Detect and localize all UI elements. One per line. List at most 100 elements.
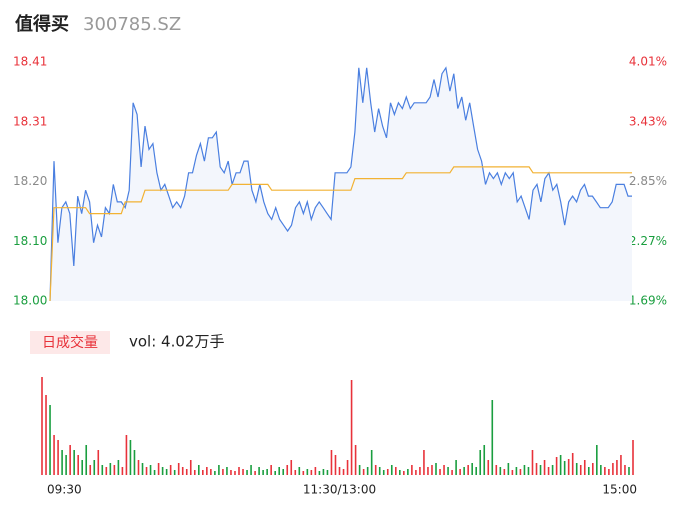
- volume-bar: [214, 471, 216, 475]
- volume-bar: [181, 467, 184, 475]
- volume-label: 日成交量: [42, 334, 98, 351]
- volume-bar: [53, 435, 55, 475]
- volume-bar: [202, 470, 204, 475]
- volume-bar: [366, 467, 369, 475]
- volume-bar: [579, 465, 582, 475]
- volume-bar: [145, 467, 148, 475]
- volume-bar: [612, 463, 614, 475]
- volume-bar: [185, 469, 188, 475]
- volume-bar: [334, 455, 337, 475]
- volume-bar: [250, 465, 252, 475]
- volume-bar: [342, 469, 345, 475]
- volume-bar: [81, 460, 84, 475]
- volume-bar: [543, 460, 546, 475]
- volume-bar: [608, 469, 610, 475]
- volume-bar: [587, 467, 590, 475]
- volume-bar: [109, 463, 112, 475]
- x-tick-label: 11:30/13:00: [303, 483, 376, 497]
- volume-bar: [624, 465, 626, 475]
- volume-bar: [125, 435, 128, 475]
- volume-total: vol: 4.02万手: [129, 333, 224, 351]
- volume-bar: [632, 440, 634, 475]
- volume-bar: [238, 467, 240, 475]
- y-tick-label: 18.10: [13, 234, 47, 248]
- volume-bar: [274, 471, 276, 475]
- volume-bar: [394, 467, 397, 475]
- volume-bar: [137, 460, 140, 475]
- volume-bar: [129, 440, 132, 475]
- volume-bar: [382, 470, 385, 475]
- volume-bar: [234, 471, 236, 475]
- volume-bar: [435, 463, 437, 475]
- volume-bar: [246, 470, 248, 475]
- volume-bar: [491, 400, 494, 475]
- volume-bar: [226, 467, 228, 475]
- volume-bar: [45, 395, 47, 475]
- volume-bar: [411, 465, 413, 475]
- volume-bar: [567, 459, 570, 475]
- volume-bar: [358, 465, 361, 475]
- volume-bar: [306, 469, 309, 475]
- volume-bar: [173, 470, 176, 475]
- volume-bar: [531, 450, 534, 475]
- volume-bar: [447, 467, 449, 475]
- y-tick-label: 18.00: [13, 294, 47, 308]
- volume-bar: [596, 445, 598, 475]
- volume-bar: [73, 450, 75, 475]
- volume-bar: [105, 467, 108, 475]
- volume-bar: [310, 470, 313, 475]
- volume-bar: [563, 461, 566, 475]
- volume-bar: [399, 470, 401, 475]
- volume-bar: [527, 467, 530, 475]
- volume-bar: [471, 463, 473, 475]
- volume-bar: [338, 467, 341, 475]
- volume-bar: [419, 467, 421, 475]
- y-tick-label: 18.20: [13, 174, 47, 188]
- volume-bar: [551, 465, 554, 475]
- volume-bar: [197, 465, 200, 475]
- volume-bar: [41, 377, 43, 475]
- volume-bar: [210, 469, 212, 475]
- volume-bar: [571, 453, 574, 475]
- volume-bar: [423, 450, 425, 475]
- y2-tick-label: 2.85%: [629, 174, 667, 188]
- volume-bar: [346, 460, 349, 475]
- volume-bar: [101, 465, 104, 475]
- volume-bar: [535, 463, 538, 475]
- volume-bar: [65, 455, 67, 475]
- average-line: [49, 166, 632, 302]
- volume-bar: [165, 469, 168, 475]
- volume-bar: [539, 465, 542, 475]
- volume-bar: [604, 467, 606, 475]
- volume-bar: [431, 465, 433, 475]
- volume-bar: [149, 465, 152, 475]
- volume-bar: [254, 471, 256, 475]
- volume-bar: [451, 470, 453, 475]
- volume-bar: [177, 463, 180, 475]
- volume-bar: [620, 455, 622, 475]
- volume-bar: [427, 467, 429, 475]
- volume-bar: [370, 450, 373, 475]
- volume-bar: [515, 467, 518, 475]
- volume-bar: [499, 467, 502, 475]
- x-tick-label: 09:30: [47, 483, 82, 497]
- x-tick-label: 15:00: [602, 483, 637, 497]
- volume-bar: [113, 465, 116, 475]
- volume-bar: [378, 467, 381, 475]
- volume-bar: [559, 455, 562, 475]
- volume-bar: [390, 465, 393, 475]
- volume-bar: [117, 460, 120, 475]
- price-area: [50, 67, 632, 301]
- volume-bar: [218, 465, 220, 475]
- y2-tick-label: 4.01%: [629, 55, 667, 69]
- volume-bar: [467, 465, 469, 475]
- volume-bar: [519, 469, 522, 475]
- volume-bar: [403, 471, 405, 475]
- volume-bar: [77, 455, 79, 475]
- volume-bar: [318, 471, 321, 475]
- volume-bar: [49, 405, 51, 475]
- volume-bar: [443, 465, 445, 475]
- volume-bar: [193, 470, 196, 475]
- volume-label-bg: [30, 331, 110, 354]
